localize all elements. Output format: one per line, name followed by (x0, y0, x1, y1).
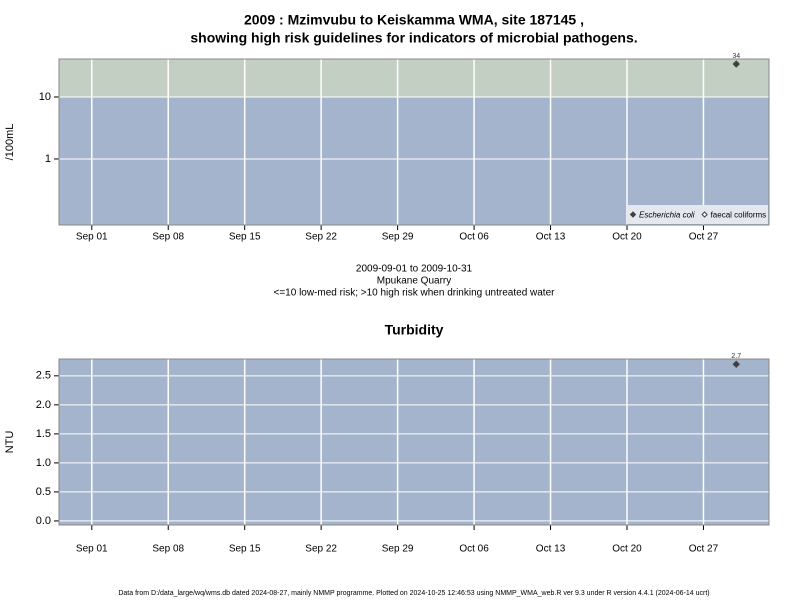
plot-frame (58, 58, 770, 226)
legend-label: faecal coliforms (711, 211, 767, 220)
x-tick-label: Oct 27 (689, 232, 719, 243)
chart-title: showing high risk guidelines for indicat… (190, 30, 637, 46)
legend-box (627, 205, 768, 224)
x-tick-label: Sep 15 (229, 232, 261, 243)
footer: Data from D:/data_large/wq/wms.db dated … (118, 590, 709, 597)
x-tick-label: Oct 20 (612, 544, 642, 555)
x-tick-label: Oct 06 (459, 544, 489, 555)
legend-label: Escherichia coli (639, 211, 695, 220)
chart-title: Turbidity (385, 322, 444, 338)
chart-title: 2009 : Mzimvubu to Keiskamma WMA, site 1… (244, 12, 584, 28)
y-tick-label: 10 (39, 91, 51, 103)
x-tick-label: Sep 01 (76, 232, 108, 243)
x-tick-label: Sep 15 (229, 544, 261, 555)
x-tick-label: Sep 01 (76, 544, 108, 555)
y-tick-label: 2.0 (36, 399, 51, 411)
caption: Mpukane Quarry (377, 276, 451, 287)
y-tick-label: 1.0 (36, 457, 51, 469)
x-tick-label: Oct 06 (459, 232, 489, 243)
caption: <=10 low-med risk; >10 high risk when dr… (274, 288, 556, 299)
y-tick-label: 2.5 (36, 370, 51, 382)
y-tick-label: 0.5 (36, 486, 51, 498)
plot-background (59, 359, 769, 525)
data-label: 34 (732, 53, 740, 60)
legend-marker (701, 211, 708, 218)
x-tick-label: Oct 20 (612, 232, 642, 243)
legend-marker (629, 211, 637, 218)
y-axis-label: NTU (4, 431, 16, 454)
plot-frame (58, 358, 770, 526)
x-tick-label: Oct 13 (536, 232, 566, 243)
data-point (732, 60, 740, 68)
data-point (732, 360, 740, 368)
caption: 2009-09-01 to 2009-10-31 (356, 264, 473, 275)
x-tick-label: Sep 29 (382, 232, 414, 243)
x-tick-label: Sep 22 (305, 544, 337, 555)
x-tick-label: Sep 08 (152, 544, 184, 555)
x-tick-label: Oct 13 (536, 544, 566, 555)
x-tick-label: Sep 29 (382, 544, 414, 555)
x-tick-label: Sep 08 (152, 232, 184, 243)
x-tick-label: Sep 22 (305, 232, 337, 243)
y-tick-label: 1 (45, 153, 51, 165)
x-tick-label: Oct 27 (689, 544, 719, 555)
low-risk-band (59, 96, 769, 225)
data-label: 2.7 (731, 353, 741, 360)
y-tick-label: 0.0 (36, 515, 51, 527)
y-tick-label: 1.5 (36, 428, 51, 440)
y-axis-label: /100mL (4, 124, 16, 161)
high-risk-band (59, 59, 769, 97)
